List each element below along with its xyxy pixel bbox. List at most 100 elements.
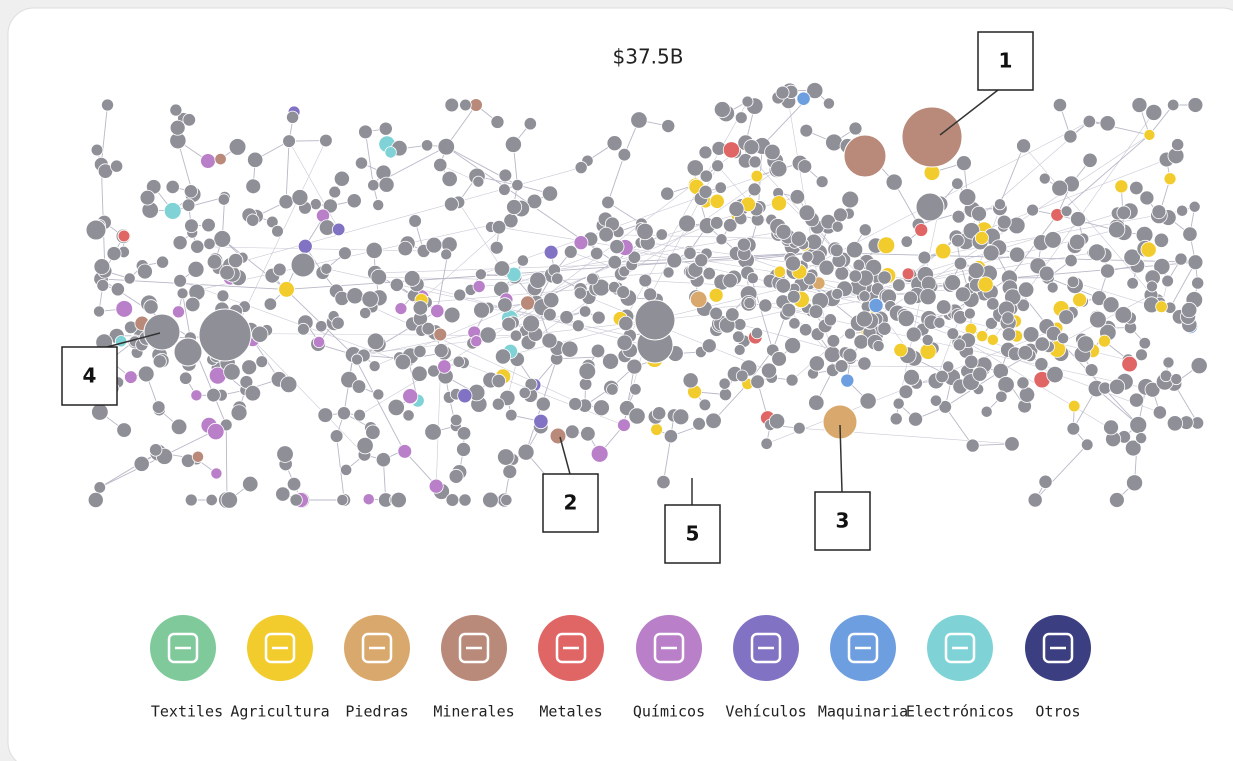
node [356, 437, 374, 455]
node [441, 170, 458, 188]
node [741, 95, 754, 108]
node [942, 360, 955, 373]
node [571, 319, 585, 333]
node [375, 452, 391, 468]
node [848, 121, 863, 136]
edge [1149, 104, 1174, 136]
node [743, 296, 756, 310]
node [829, 243, 844, 258]
edge [721, 267, 979, 326]
node [1099, 115, 1116, 132]
node [986, 333, 999, 346]
node [806, 82, 824, 100]
node [1034, 357, 1049, 372]
node [424, 423, 442, 441]
node [191, 450, 205, 463]
node [176, 287, 189, 300]
node [291, 189, 309, 206]
node [151, 400, 166, 414]
node [338, 246, 352, 261]
callout-number: 4 [83, 364, 97, 388]
node [184, 218, 199, 234]
node [479, 326, 497, 344]
node [967, 262, 985, 280]
node [842, 347, 858, 363]
node [216, 289, 230, 303]
node [328, 185, 342, 199]
node [877, 236, 896, 255]
node [372, 199, 385, 212]
legend-label: Químicos [633, 703, 705, 721]
node [504, 135, 522, 153]
node [1135, 432, 1148, 445]
node [420, 139, 434, 152]
node [590, 343, 606, 359]
node [858, 223, 872, 237]
node [792, 421, 806, 435]
node [1126, 474, 1144, 492]
node [1038, 265, 1055, 282]
node [630, 111, 648, 129]
node [430, 303, 445, 319]
node [449, 413, 463, 427]
node [85, 219, 107, 241]
edge [352, 354, 405, 451]
node [768, 413, 786, 430]
node [638, 273, 653, 288]
node [278, 194, 294, 210]
node [786, 289, 801, 304]
node [736, 237, 751, 252]
node [616, 334, 633, 351]
node [951, 177, 964, 190]
node [831, 287, 844, 300]
node [919, 288, 937, 306]
node [760, 362, 778, 379]
node [841, 190, 860, 209]
node [106, 246, 122, 262]
node [636, 222, 654, 241]
node [402, 409, 415, 422]
node [372, 388, 385, 401]
node [997, 376, 1015, 394]
node [440, 248, 453, 261]
node [808, 394, 825, 411]
edge [421, 220, 512, 301]
node [1084, 363, 1099, 377]
node [574, 161, 588, 175]
node [437, 359, 452, 374]
node [362, 493, 375, 506]
node [1124, 439, 1142, 457]
node [601, 195, 615, 210]
node [286, 110, 300, 124]
node [798, 204, 816, 222]
node [770, 195, 788, 212]
node [563, 245, 578, 259]
node [143, 313, 181, 351]
node [775, 85, 790, 100]
node [433, 343, 449, 358]
node [808, 304, 824, 319]
node [201, 217, 216, 233]
node [246, 213, 260, 227]
node [758, 298, 773, 313]
node [1076, 335, 1095, 353]
edge [1034, 444, 1088, 501]
node [770, 160, 788, 178]
node [444, 97, 460, 113]
edge [588, 297, 770, 371]
node [173, 337, 203, 367]
node [255, 355, 269, 369]
node [1143, 128, 1156, 141]
node [136, 263, 153, 280]
edge [944, 406, 974, 446]
node [845, 241, 864, 259]
node [182, 113, 197, 127]
node [698, 184, 713, 199]
node [1102, 296, 1120, 314]
node [993, 198, 1006, 211]
node [367, 179, 380, 192]
node [276, 445, 294, 463]
node [543, 291, 560, 309]
edge [898, 203, 941, 404]
node [626, 358, 643, 375]
